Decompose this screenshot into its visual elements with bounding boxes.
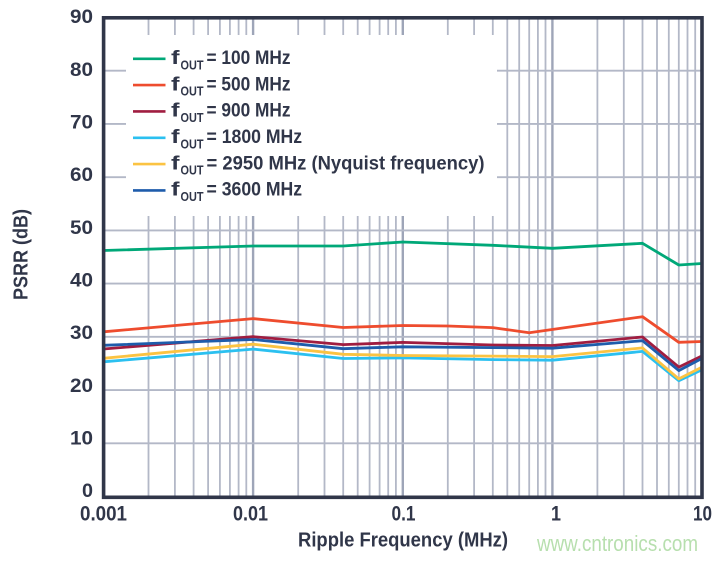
- svg-text:Ripple Frequency (MHz): Ripple Frequency (MHz): [298, 529, 508, 552]
- svg-text:= 1800 MHz: = 1800 MHz: [207, 127, 303, 148]
- svg-text:20: 20: [70, 376, 93, 397]
- svg-text:0: 0: [82, 481, 93, 502]
- svg-text:= 2950 MHz (Nyquist frequency): = 2950 MHz (Nyquist frequency): [207, 153, 485, 174]
- svg-text:PSRR (dB): PSRR (dB): [10, 209, 33, 300]
- svg-text:0.001: 0.001: [80, 502, 127, 525]
- svg-text:www.cntronics.com: www.cntronics.com: [536, 531, 698, 556]
- svg-text:OUT: OUT: [181, 57, 204, 72]
- svg-text:OUT: OUT: [181, 189, 204, 204]
- svg-text:f: f: [171, 180, 180, 201]
- svg-text:30: 30: [70, 323, 93, 344]
- svg-text:0.1: 0.1: [392, 502, 416, 525]
- svg-text:f: f: [171, 127, 180, 148]
- svg-text:0.01: 0.01: [233, 502, 268, 525]
- svg-text:OUT: OUT: [181, 110, 204, 125]
- svg-text:50: 50: [70, 218, 93, 239]
- svg-text:= 3600 MHz: = 3600 MHz: [207, 180, 303, 201]
- svg-text:10: 10: [693, 502, 712, 525]
- svg-text:70: 70: [70, 112, 93, 133]
- svg-text:f: f: [171, 48, 180, 69]
- svg-text:OUT: OUT: [181, 136, 204, 151]
- svg-text:= 100 MHz: = 100 MHz: [207, 48, 291, 69]
- svg-text:f: f: [171, 74, 180, 95]
- svg-text:= 500 MHz: = 500 MHz: [207, 74, 291, 95]
- svg-text:= 900 MHz: = 900 MHz: [207, 101, 291, 122]
- svg-text:80: 80: [70, 60, 93, 81]
- svg-text:60: 60: [70, 165, 93, 186]
- svg-text:40: 40: [70, 271, 93, 292]
- svg-text:10: 10: [70, 429, 93, 450]
- svg-text:f: f: [171, 153, 180, 174]
- svg-text:OUT: OUT: [181, 84, 204, 99]
- svg-text:f: f: [171, 101, 180, 122]
- svg-text:OUT: OUT: [181, 163, 204, 178]
- svg-text:1: 1: [551, 502, 561, 525]
- svg-text:90: 90: [70, 7, 93, 28]
